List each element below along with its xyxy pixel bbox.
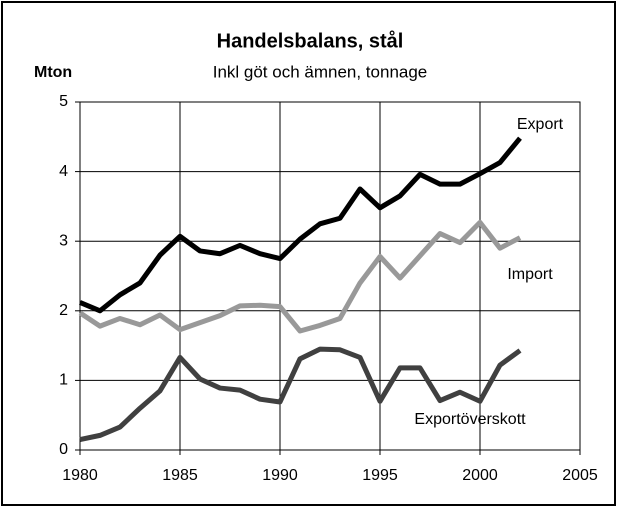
- series-label: Exportöverskott: [414, 411, 526, 428]
- line-series: [79, 136, 522, 314]
- x-tick-label: 2000: [462, 467, 498, 484]
- series-label: Import: [507, 266, 553, 283]
- y-tick-label: 4: [59, 163, 68, 180]
- x-tick-label: 1990: [262, 467, 298, 484]
- x-tick-label: 1985: [162, 467, 198, 484]
- x-tick-label: 1980: [62, 467, 98, 484]
- line-series: [78, 219, 522, 334]
- y-tick-label: 2: [59, 302, 68, 319]
- x-tick-label: 1995: [362, 467, 398, 484]
- y-tick-label: 1: [59, 372, 68, 389]
- y-axis-label: Mton: [34, 64, 72, 81]
- chart-title: Handelsbalans, stål: [217, 29, 404, 52]
- x-tick-label: 2005: [562, 467, 598, 484]
- y-tick-label: 3: [59, 232, 68, 249]
- y-tick-label: 0: [59, 441, 68, 458]
- y-tick-label: 5: [59, 93, 68, 110]
- line-series: [79, 346, 522, 443]
- series-label: Export: [517, 116, 564, 133]
- chart-subtitle: Inkl göt och ämnen, tonnage: [213, 62, 428, 81]
